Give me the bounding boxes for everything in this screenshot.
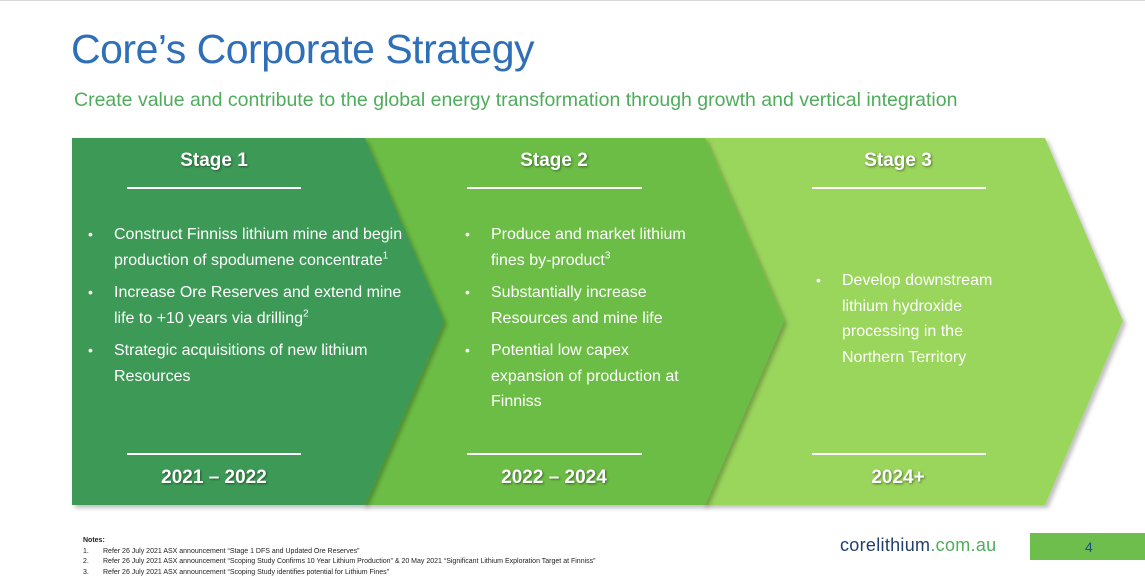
note-item: 2. Refer 26 July 2021 ASX announcement “S…	[83, 558, 596, 565]
bullet-item: Strategic acquisitions of new lithium Re…	[86, 338, 406, 389]
stage-2-years: 2022 – 2024	[501, 467, 607, 488]
footnotes: Notes: 1. Refer 26 July 2021 ASX announce…	[83, 536, 595, 578]
stage-2-bottom-rule	[467, 453, 642, 455]
bullet-item: Substantially increase Resources and min…	[463, 280, 703, 331]
stage-1-title: Stage 1	[180, 150, 248, 171]
bullet-item: Construct Finniss lithium mine and begin…	[86, 222, 406, 273]
bullet-item: Produce and market lithium fines by-prod…	[463, 222, 703, 273]
stage-1-years: 2021 – 2022	[161, 467, 267, 488]
stage-3-bullets: Develop downstream lithium hydroxide pro…	[814, 268, 1029, 377]
stage-2-top-rule	[467, 187, 642, 189]
stage-3-title: Stage 3	[864, 150, 932, 171]
website-link[interactable]: corelithium.com.au	[840, 535, 997, 555]
bullet-item: Increase Ore Reserves and extend mine li…	[86, 280, 406, 331]
page-number: 4	[1085, 539, 1093, 555]
stage-1-bottom-rule	[127, 453, 301, 455]
stage-1-bullets: Construct Finniss lithium mine and begin…	[86, 222, 406, 396]
stage-3-bottom-rule	[812, 453, 986, 455]
top-rule	[0, 0, 1145, 1]
stage-2-bullets: Produce and market lithium fines by-prod…	[463, 222, 703, 422]
notes-heading: Notes:	[83, 537, 105, 544]
page-number-box: 4	[1030, 533, 1145, 560]
bullet-item: Potential low capex expansion of product…	[463, 338, 703, 415]
note-item: 1. Refer 26 July 2021 ASX announcement “S…	[83, 547, 360, 555]
page-subtitle: Create value and contribute to the globa…	[74, 89, 958, 111]
stage-3-top-rule	[812, 187, 986, 189]
page-title: Core’s Corporate Strategy	[71, 26, 535, 72]
stage-3-years: 2024+	[871, 467, 925, 488]
stage-1-top-rule	[127, 187, 301, 189]
stage-2-title: Stage 2	[520, 150, 588, 171]
bullet-item: Develop downstream lithium hydroxide pro…	[814, 268, 1029, 370]
note-item: 3. Refer 26 July 2021 ASX announcement “S…	[83, 568, 389, 576]
